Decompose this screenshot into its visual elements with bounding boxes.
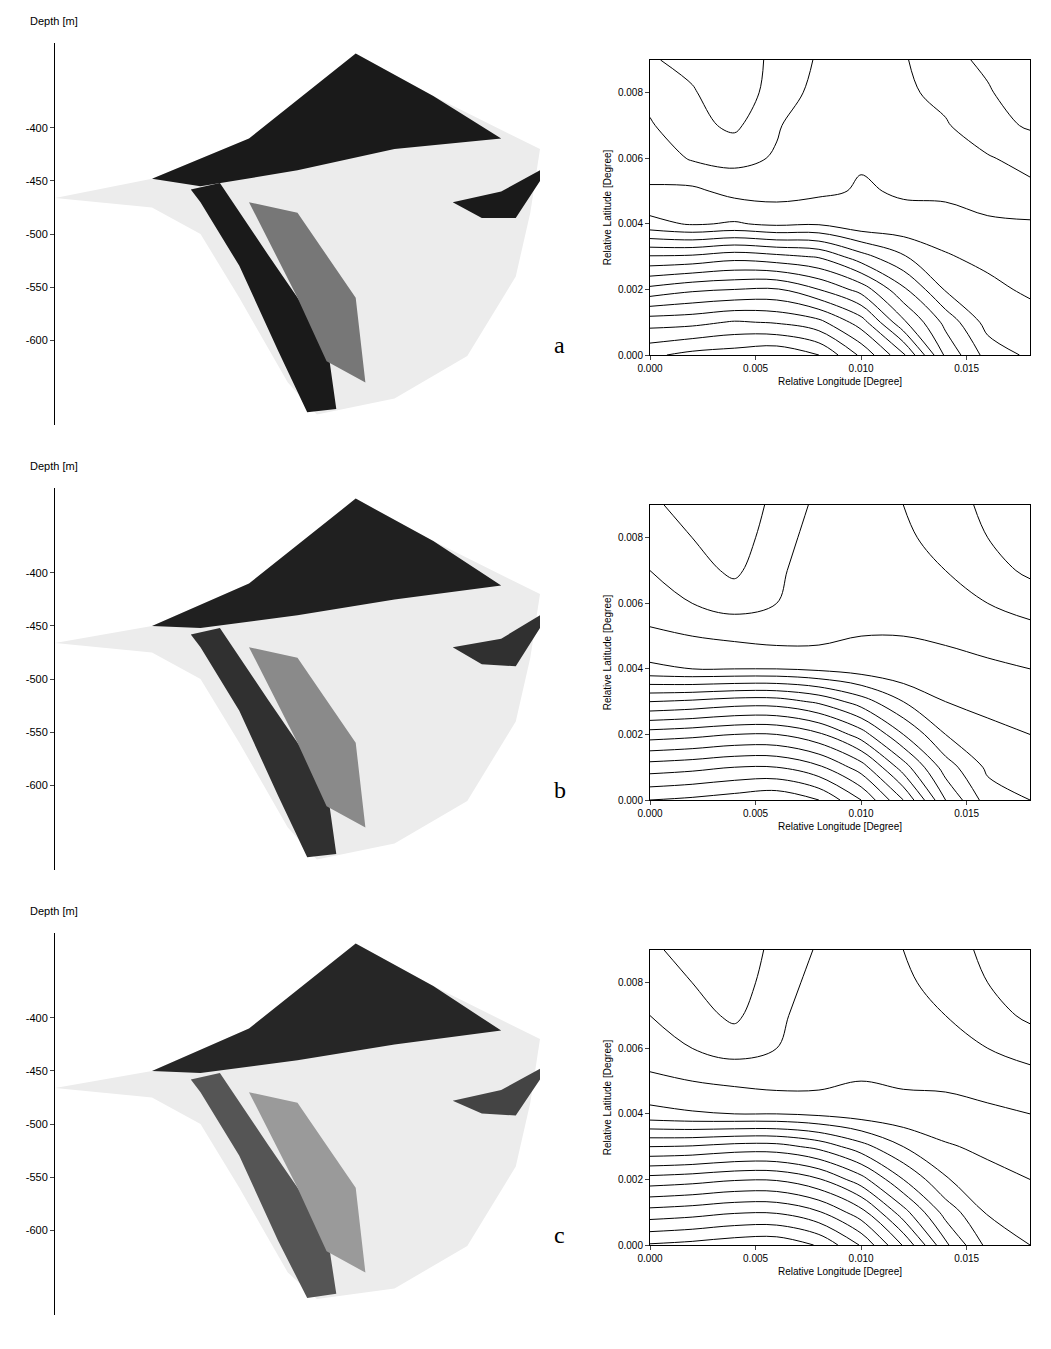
svg-text:a: a <box>554 332 565 358</box>
svg-text:0.015: 0.015 <box>954 363 979 374</box>
svg-text:-450: -450 <box>26 175 48 187</box>
svg-text:Relative Longitude [Degree]: Relative Longitude [Degree] <box>778 376 902 387</box>
svg-text:Relative Longitude [Degree]: Relative Longitude [Degree] <box>778 1266 902 1277</box>
svg-text:0.008: 0.008 <box>618 532 643 543</box>
svg-text:b: b <box>554 777 566 803</box>
svg-text:Relative Longitude [Degree]: Relative Longitude [Degree] <box>778 821 902 832</box>
svg-text:0.010: 0.010 <box>849 363 874 374</box>
svg-text:0.004: 0.004 <box>618 663 643 674</box>
svg-text:Depth [m]: Depth [m] <box>30 905 78 917</box>
svg-text:0.000: 0.000 <box>618 795 643 806</box>
svg-text:0.005: 0.005 <box>743 363 768 374</box>
svg-text:0.005: 0.005 <box>743 808 768 819</box>
svg-text:-500: -500 <box>26 228 48 240</box>
svg-text:0.000: 0.000 <box>637 808 662 819</box>
svg-text:-400: -400 <box>26 567 48 579</box>
svg-text:0.002: 0.002 <box>618 1174 643 1185</box>
svg-text:0.010: 0.010 <box>849 1253 874 1264</box>
svg-text:0.004: 0.004 <box>618 218 643 229</box>
svg-text:0.000: 0.000 <box>618 350 643 361</box>
svg-text:Relative Latitude [Degree]: Relative Latitude [Degree] <box>602 594 613 710</box>
svg-text:-450: -450 <box>26 620 48 632</box>
svg-text:-550: -550 <box>26 281 48 293</box>
svg-text:0.005: 0.005 <box>743 1253 768 1264</box>
svg-text:-500: -500 <box>26 673 48 685</box>
svg-text:-550: -550 <box>26 726 48 738</box>
svg-text:0.006: 0.006 <box>618 1043 643 1054</box>
svg-text:-600: -600 <box>26 1224 48 1236</box>
svg-text:c: c <box>554 1222 565 1248</box>
svg-text:0.015: 0.015 <box>954 1253 979 1264</box>
svg-text:Relative Latitude [Degree]: Relative Latitude [Degree] <box>602 149 613 265</box>
svg-text:-450: -450 <box>26 1065 48 1077</box>
svg-text:-400: -400 <box>26 1012 48 1024</box>
svg-text:0.000: 0.000 <box>637 363 662 374</box>
svg-text:0.015: 0.015 <box>954 808 979 819</box>
svg-text:Relative Latitude [Degree]: Relative Latitude [Degree] <box>602 1039 613 1155</box>
svg-text:0.002: 0.002 <box>618 729 643 740</box>
svg-text:-550: -550 <box>26 1171 48 1183</box>
svg-text:0.008: 0.008 <box>618 87 643 98</box>
svg-text:0.006: 0.006 <box>618 598 643 609</box>
svg-text:-600: -600 <box>26 779 48 791</box>
svg-text:0.000: 0.000 <box>618 1240 643 1251</box>
svg-text:-500: -500 <box>26 1118 48 1130</box>
svg-text:Depth [m]: Depth [m] <box>30 460 78 472</box>
svg-text:0.006: 0.006 <box>618 153 643 164</box>
svg-text:Depth [m]: Depth [m] <box>30 15 78 27</box>
svg-text:0.000: 0.000 <box>637 1253 662 1264</box>
svg-text:0.010: 0.010 <box>849 808 874 819</box>
svg-text:0.004: 0.004 <box>618 1108 643 1119</box>
svg-text:0.002: 0.002 <box>618 284 643 295</box>
svg-text:0.008: 0.008 <box>618 977 643 988</box>
svg-text:-600: -600 <box>26 334 48 346</box>
svg-text:-400: -400 <box>26 122 48 134</box>
